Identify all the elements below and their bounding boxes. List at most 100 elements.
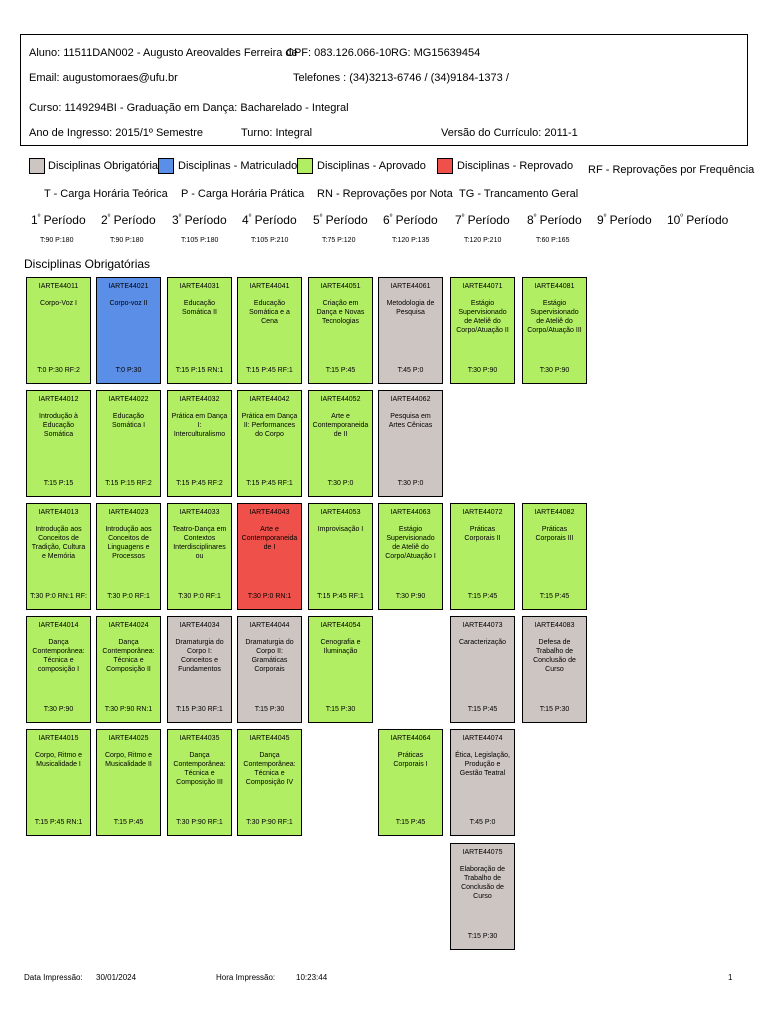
course-hours: T:30 P:0 RN:1 — [247, 593, 292, 600]
student-name: Aluno: 11511DAN002 - Augusto Areovaldes … — [29, 47, 298, 59]
course-name: Estágio Supervisionado de Ateliê do Corp… — [385, 526, 436, 560]
period-hours-2: T:90 P:180 — [110, 237, 144, 244]
legend-label-reprovado: Disciplinas - Reprovado — [457, 160, 574, 172]
course-card[interactable]: IARTE44071 Estágio Supervisionado de Atel… — [450, 277, 515, 384]
course-card[interactable]: IARTE44034 Dramaturgia do Corpo I: Concei… — [167, 616, 232, 723]
course-card[interactable]: IARTE44023 Introdução aos Conceitos de Li… — [96, 503, 161, 610]
legend-swatch-matriculado — [158, 158, 174, 174]
course-card[interactable]: IARTE44083 Defesa de Trabalho de Conclusã… — [522, 616, 587, 723]
print-time-label: Hora Impressão: — [216, 973, 276, 982]
period-header-2: 2º Período — [101, 213, 156, 227]
course-card[interactable]: IARTE44021 Corpo-voz II T:0 P:30 — [96, 277, 161, 384]
course-hours: T:15 P:30 RF:1 — [176, 706, 223, 713]
legend-label-matriculado: Disciplinas - Matriculado — [178, 160, 298, 172]
course-name: Criação em Dança e Novas Tecnologias — [316, 300, 365, 325]
course-name: Elaboração de Trabalho de Conclusão de C… — [459, 866, 506, 900]
period-number: 5 — [313, 213, 320, 227]
period-label: Período — [322, 213, 368, 227]
course-name: Introdução aos Conceitos de Linguagens e… — [105, 526, 152, 560]
period-hours-8: T:60 P:165 — [536, 237, 570, 244]
course-card[interactable]: IARTE44081 Estágio Supervisionado de Atel… — [522, 277, 587, 384]
print-date-value: 30/01/2024 — [96, 973, 137, 982]
course-code: IARTE44061 — [390, 283, 431, 290]
course-card[interactable]: IARTE44044 Dramaturgia do Corpo II: Gramá… — [237, 616, 302, 723]
course-code: IARTE44082 — [534, 509, 575, 516]
course-hours: T:15 P:15 — [43, 480, 74, 487]
course-card[interactable]: IARTE44045 Dança Contemporânea: Técnica e… — [237, 729, 302, 836]
course-hours: T:15 P:45 — [113, 819, 144, 826]
course-name: Dança Contemporânea: Técnica e Composiçã… — [243, 752, 296, 786]
course-card[interactable]: IARTE44014 Dança Contemporânea: Técnica e… — [26, 616, 91, 723]
course-card[interactable]: IARTE44013 Introdução aos Conceitos de Tr… — [26, 503, 91, 610]
course-code: IARTE44075 — [462, 849, 503, 856]
course-card[interactable]: IARTE44022 Educação Somática I T:15 P:15 R… — [96, 390, 161, 497]
course-code: IARTE44063 — [390, 509, 431, 516]
course-name: Curso: 1149294BI - Graduação em Dança: B… — [29, 102, 349, 114]
course-code: IARTE44081 — [534, 283, 575, 290]
course-card[interactable]: IARTE44031 Educação Somática II T:15 P:15 … — [167, 277, 232, 384]
course-card[interactable]: IARTE44041 Educação Somática e a Cena T:15… — [237, 277, 302, 384]
course-card[interactable]: IARTE44082 Práticas Corporais III T:15 P:4… — [522, 503, 587, 610]
course-name: Arte e Contemporaneida de I — [241, 526, 298, 551]
course-card[interactable]: IARTE44035 Dança Contemporânea: Técnica e… — [167, 729, 232, 836]
course-card[interactable]: IARTE44043 Arte e Contemporaneida de I T:3… — [237, 503, 302, 610]
course-hours: T:30 P:90 RN:1 — [104, 706, 153, 713]
course-code: IARTE44014 — [38, 622, 79, 629]
course-name: Estágio Supervisionado de Ateliê do Corp… — [456, 300, 509, 334]
course-code: IARTE44015 — [38, 735, 79, 742]
course-name: Dramaturgia do Corpo I: Conceitos e Fund… — [175, 639, 224, 673]
course-hours: T:30 P:0 RN:1 RF: — [30, 593, 87, 600]
course-card[interactable]: IARTE44051 Criação em Dança e Novas Tecno… — [308, 277, 373, 384]
course-name: Metodologia de Pesquisa — [386, 300, 435, 316]
course-card[interactable]: IARTE44015 Corpo, Ritmo e Musicalidade I T… — [26, 729, 91, 836]
period-label: Período — [181, 213, 227, 227]
course-card[interactable]: IARTE44073 Caracterização T:15 P:45 — [450, 616, 515, 723]
course-code: IARTE44025 — [108, 735, 149, 742]
course-card[interactable]: IARTE44054 Cenografia e Iluminação T:15 P:… — [308, 616, 373, 723]
page-number: 1 — [728, 973, 733, 982]
course-card[interactable]: IARTE44072 Práticas Corporais II T:15 P:45 — [450, 503, 515, 610]
course-name: Teatro-Dança em Contextos Interdisciplin… — [172, 526, 227, 560]
course-card[interactable]: IARTE44025 Corpo, Ritmo e Musicalidade II… — [96, 729, 161, 836]
course-card[interactable]: IARTE44061 Metodologia de Pesquisa T:45 P:… — [378, 277, 443, 384]
course-card[interactable]: IARTE44052 Arte e Contemporaneida de II T:… — [308, 390, 373, 497]
student-info-box: Aluno: 11511DAN002 - Augusto Areovaldes … — [20, 34, 748, 146]
course-card[interactable]: IARTE44064 Práticas Corporais I T:15 P:45 — [378, 729, 443, 836]
period-number: 4 — [242, 213, 249, 227]
course-card[interactable]: IARTE44075 Elaboração de Trabalho de Conc… — [450, 843, 515, 950]
course-name: Dança Contemporânea: Técnica e Composiçã… — [173, 752, 226, 786]
legend-label-aprovado: Disciplinas - Aprovado — [317, 160, 426, 172]
period-header-4: 4º Período — [242, 213, 297, 227]
period-label: Período — [251, 213, 297, 227]
period-number: 10 — [667, 213, 681, 227]
legend-rn: RN - Reprovações por Nota — [317, 188, 453, 200]
course-code: IARTE44062 — [390, 396, 431, 403]
student-rg: RG: MG15639454 — [391, 47, 481, 59]
course-hours: T:15 P:45 RF:1 — [317, 593, 364, 600]
period-number: 9 — [597, 213, 604, 227]
course-card[interactable]: IARTE44042 Prática em Dança II: Performan… — [237, 390, 302, 497]
period-label: Período — [606, 213, 652, 227]
course-name: Corpo, Ritmo e Musicalidade I — [34, 752, 83, 768]
course-code: IARTE44022 — [108, 396, 149, 403]
course-hours: T:30 P:0 RF:1 — [178, 593, 221, 600]
course-hours: T:15 P:15 RN:1 — [175, 367, 224, 374]
course-card[interactable]: IARTE44074 Ética, Legislação, Produção e … — [450, 729, 515, 836]
course-name: Dança Contemporânea: Técnica e Composiçã… — [102, 639, 155, 673]
course-card[interactable]: IARTE44062 Pesquisa em Artes Cênicas T:30 … — [378, 390, 443, 497]
period-number: 6 — [383, 213, 390, 227]
course-card[interactable]: IARTE44024 Dança Contemporânea: Técnica e… — [96, 616, 161, 723]
course-card[interactable]: IARTE44033 Teatro-Dança em Contextos Inte… — [167, 503, 232, 610]
course-card[interactable]: IARTE44053 Improvisação I T:15 P:45 RF:1 — [308, 503, 373, 610]
ordinal-mark: º — [461, 214, 465, 221]
shift: Turno: Integral — [241, 127, 313, 139]
course-name: Cenografia e Iluminação — [320, 639, 361, 655]
course-card[interactable]: IARTE44011 Corpo-Voz I T:0 P:30 RF:2 — [26, 277, 91, 384]
course-code: IARTE44083 — [534, 622, 575, 629]
course-hours: T:45 P:0 — [469, 819, 496, 826]
course-name: Pesquisa em Artes Cênicas — [388, 413, 433, 429]
period-hours-7: T:120 P:210 — [464, 237, 502, 244]
course-card[interactable]: IARTE44032 Prática em Dança I: Intercultu… — [167, 390, 232, 497]
course-card[interactable]: IARTE44063 Estágio Supervisionado de Atel… — [378, 503, 443, 610]
course-card[interactable]: IARTE44012 Introdução à Educação Somática… — [26, 390, 91, 497]
